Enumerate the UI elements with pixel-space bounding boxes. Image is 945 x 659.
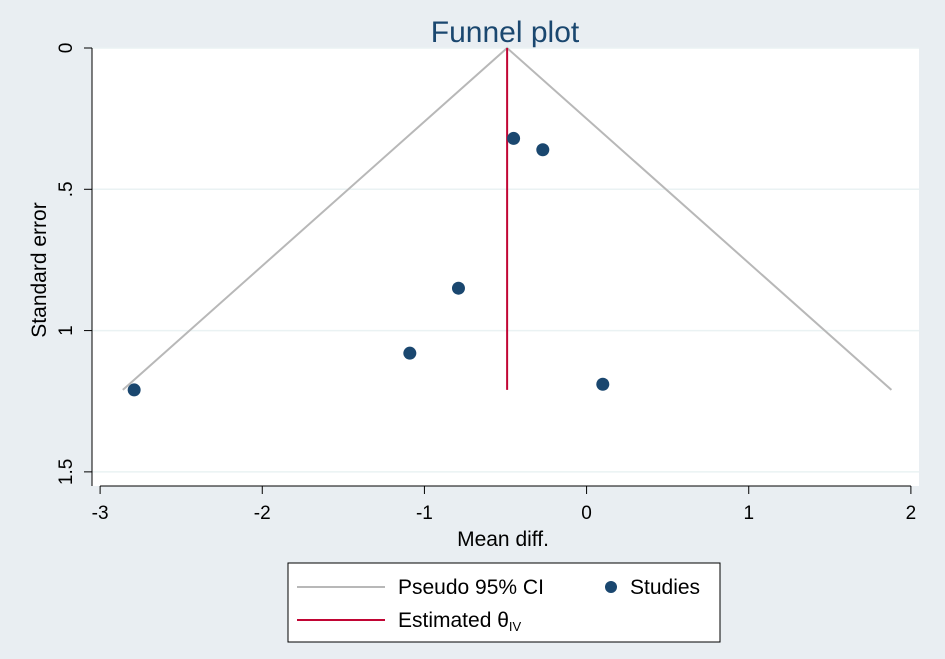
x-tick-label: -3: [92, 503, 109, 524]
series-marks: [122, 46, 893, 397]
study-point: [596, 377, 610, 391]
gridlines: [92, 47, 919, 473]
y-tick-label: 1.5: [56, 459, 77, 485]
chart-title: Funnel plot: [431, 16, 580, 49]
y-tick-label: 0: [56, 43, 77, 54]
legend: Pseudo 95% CI Studies Estimated θIV: [287, 562, 721, 643]
y-axis-label: Standard error: [28, 202, 51, 337]
study-point: [507, 131, 521, 145]
legend-studies-label: Studies: [630, 576, 700, 599]
x-tick-label: 2: [906, 503, 917, 524]
x-axis-label: Mean diff.: [457, 528, 549, 551]
legend-studies-marker: [605, 581, 617, 593]
y-tick-label: 1: [56, 325, 77, 336]
x-tick-label: 1: [743, 503, 754, 524]
study-point: [451, 281, 465, 295]
legend-estimate-sub: IV: [509, 619, 522, 634]
study-point: [127, 383, 141, 397]
axes: -3 -2 -1 0 1 2 0 .5 1 1.5: [56, 43, 916, 524]
y-tick-label: .5: [56, 181, 77, 197]
x-tick-label: -1: [416, 503, 433, 524]
legend-estimate-label: Estimated θIV: [398, 609, 522, 634]
legend-box: [287, 562, 721, 643]
plot-area: [92, 48, 919, 486]
legend-estimate-main: Estimated θ: [398, 609, 509, 632]
study-point: [403, 346, 417, 360]
x-tick-label: -2: [254, 503, 271, 524]
study-point: [536, 143, 550, 157]
legend-ci-label: Pseudo 95% CI: [398, 576, 544, 599]
x-tick-label: 0: [581, 503, 592, 524]
